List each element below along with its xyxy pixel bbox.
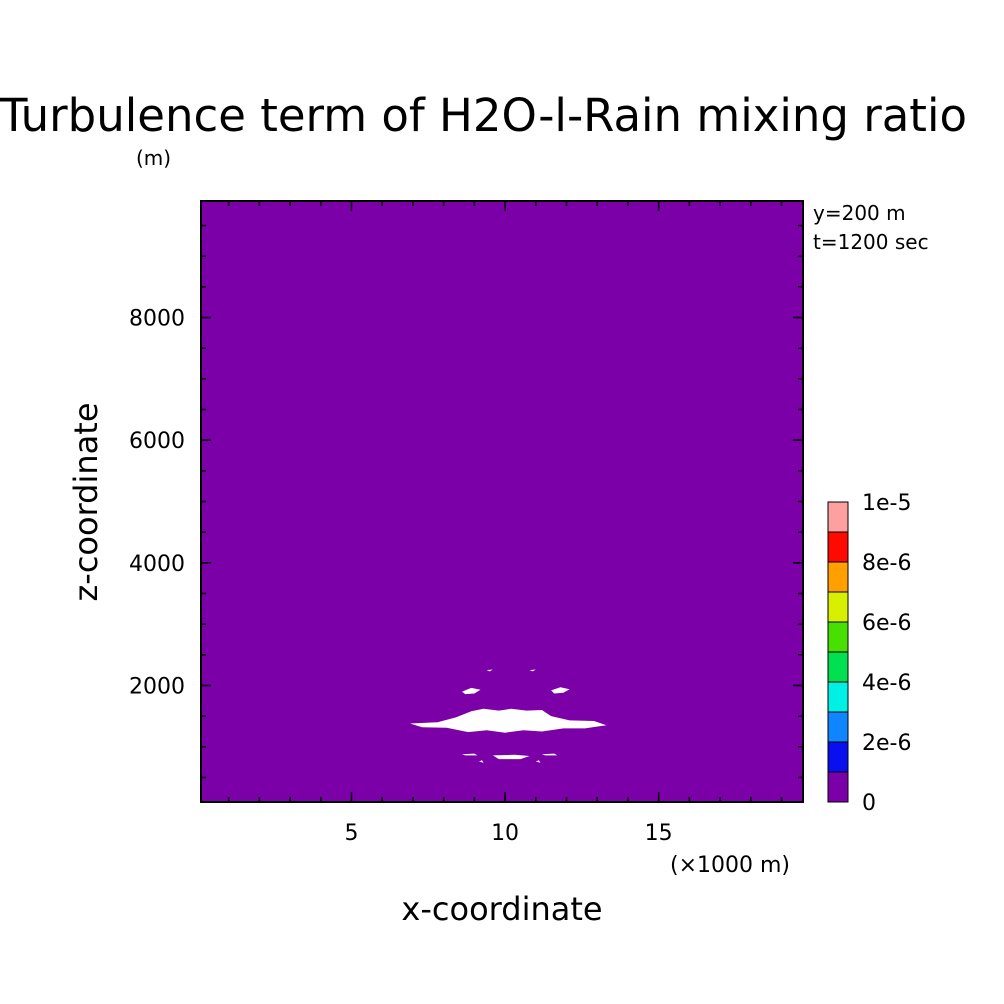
y-tick-label: 2000 (129, 674, 185, 699)
legend-label: 0 (862, 791, 876, 816)
legend-label: 2e-6 (862, 731, 911, 756)
gap-left-blob (462, 687, 481, 695)
annotation-y: y=200 m (813, 201, 906, 225)
gap-main-band (409, 708, 607, 733)
gap-top-right-fleck (529, 669, 536, 672)
x-tick-label: 5 (345, 821, 359, 846)
gap-lower-bar (492, 754, 530, 760)
x-unit-label: (×1000 m) (670, 853, 790, 878)
legend-swatch (827, 501, 849, 533)
x-ticks: 5 10 15 (345, 821, 673, 846)
legend-label: 8e-6 (862, 551, 911, 576)
legend-swatch (827, 651, 849, 683)
legend-swatch (827, 711, 849, 743)
y-axis-label: z-coordinate (67, 402, 105, 601)
gap-lower-left-fleck (462, 753, 478, 756)
y-tick-label: 4000 (129, 552, 185, 577)
gap-top-left-fleck (486, 669, 493, 672)
legend-swatch (827, 591, 849, 623)
y-tick-label: 8000 (129, 307, 185, 332)
x-axis-label: x-coordinate (401, 890, 602, 928)
gap-bottom-left-tick (479, 760, 484, 763)
legend-swatch (827, 621, 849, 653)
legend-label: 4e-6 (862, 671, 911, 696)
gap-right-blob (551, 687, 570, 694)
minor-ticks (201, 201, 803, 802)
y-unit-label: (m) (136, 146, 171, 170)
gap-lower-right-fleck (541, 753, 558, 756)
legend-swatch (827, 741, 849, 773)
y-ticks: 2000 4000 6000 8000 (129, 307, 185, 700)
annotation-t: t=1200 sec (813, 230, 929, 254)
chart-title: Turbulence term of H2O-l-Rain mixing rat… (0, 89, 967, 142)
gap-bottom-right-tick (535, 760, 541, 763)
x-tick-label: 15 (645, 821, 673, 846)
gap-regions (409, 669, 607, 763)
legend-swatch (827, 561, 849, 593)
color-legend: 1e-5 8e-6 6e-6 4e-6 2e-6 0 (827, 491, 911, 816)
legend-swatch (827, 681, 849, 713)
legend-swatch (827, 771, 849, 803)
legend-label: 1e-5 (862, 491, 911, 516)
legend-swatch (827, 531, 849, 563)
plot-area (201, 201, 803, 802)
x-tick-label: 10 (491, 821, 519, 846)
legend-label: 6e-6 (862, 611, 911, 636)
y-tick-label: 6000 (129, 429, 185, 454)
